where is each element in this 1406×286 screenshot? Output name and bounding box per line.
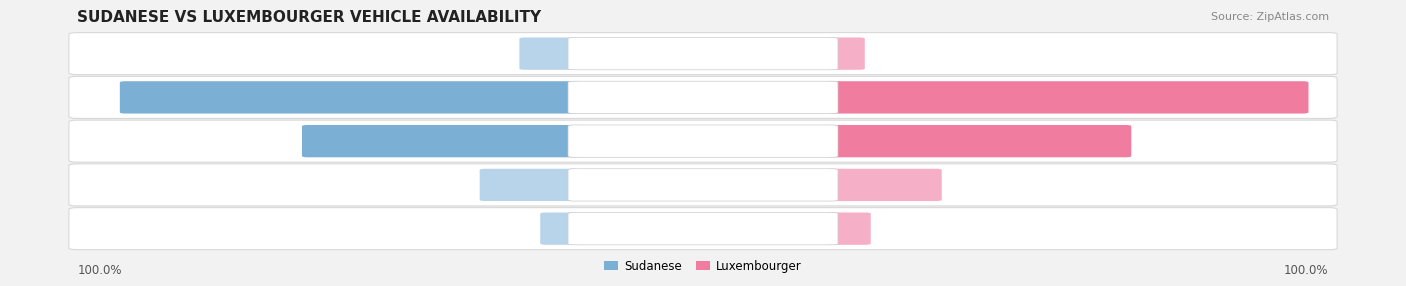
Text: No Vehicles Available: No Vehicles Available [640, 47, 766, 60]
Text: 20.9%: 20.9% [887, 178, 925, 191]
Text: 6.6%: 6.6% [873, 222, 904, 235]
Text: 53.6%: 53.6% [319, 135, 356, 148]
Legend: Sudanese, Luxembourger: Sudanese, Luxembourger [599, 255, 807, 277]
Text: 5.4%: 5.4% [868, 47, 897, 60]
Text: 3+ Vehicles Available: 3+ Vehicles Available [640, 178, 766, 191]
Text: 90.3%: 90.3% [136, 91, 174, 104]
Text: 59.1%: 59.1% [1077, 135, 1115, 148]
Text: 100.0%: 100.0% [77, 264, 122, 277]
Text: 5.6%: 5.6% [508, 222, 537, 235]
Text: Source: ZipAtlas.com: Source: ZipAtlas.com [1211, 12, 1329, 22]
Text: 4+ Vehicles Available: 4+ Vehicles Available [640, 222, 766, 235]
Text: 9.8%: 9.8% [486, 47, 516, 60]
Text: 2+ Vehicles Available: 2+ Vehicles Available [640, 135, 766, 148]
Text: 1+ Vehicles Available: 1+ Vehicles Available [640, 91, 766, 104]
Text: SUDANESE VS LUXEMBOURGER VEHICLE AVAILABILITY: SUDANESE VS LUXEMBOURGER VEHICLE AVAILAB… [77, 10, 541, 25]
Text: 100.0%: 100.0% [1284, 264, 1329, 277]
Text: 17.8%: 17.8% [496, 178, 534, 191]
Text: 94.8%: 94.8% [1254, 91, 1292, 104]
